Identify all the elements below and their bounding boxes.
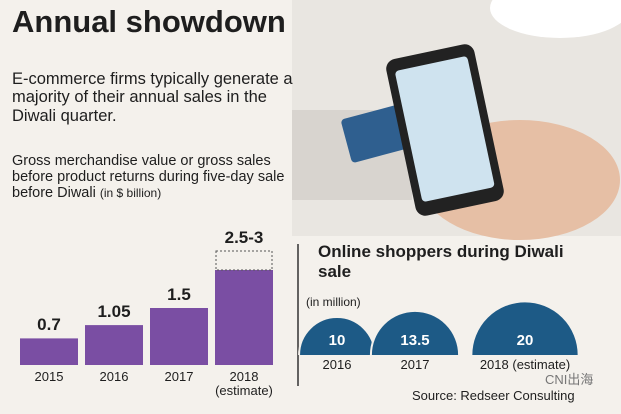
x-tick-label: 2016 — [322, 357, 352, 372]
value-label: 2.5-3 — [224, 228, 264, 247]
x-tick-label: 2015 — [34, 369, 64, 384]
unit: (in $ billion) — [99, 185, 162, 200]
source: Source: Redseer Consulting — [412, 388, 575, 403]
x-tick-label: 2018 (estimate) — [215, 369, 273, 399]
chart-title: Gross merchandise value or gross sales b… — [12, 153, 297, 202]
value-label: 13.5 — [400, 332, 430, 349]
bar — [20, 338, 78, 365]
bubble — [470, 300, 580, 355]
bubble — [369, 309, 461, 355]
description: E-commerce firms typically generate a ma… — [12, 70, 293, 125]
value-label: 20 — [516, 332, 534, 349]
value-label: 10 — [328, 332, 346, 349]
bar — [215, 270, 273, 365]
x-tick-label: 2017 — [400, 357, 430, 372]
chart-title: Online shoppers during Diwali sale — [318, 242, 564, 281]
x-tick-label: 2016 — [99, 369, 129, 384]
value-label: 0.7 — [37, 315, 61, 335]
x-tick-label: 2018 (estimate) — [479, 357, 571, 372]
photo-screen — [395, 56, 495, 202]
bar-range — [215, 250, 273, 271]
unit: (in million) — [306, 295, 361, 309]
bubble — [298, 316, 376, 355]
value-label: 1.05 — [97, 302, 131, 322]
photo-cup — [490, 0, 621, 38]
watermark: CNI出海 — [545, 372, 594, 387]
value-label: 1.5 — [167, 285, 191, 304]
bar — [85, 325, 143, 365]
x-tick-label: 2017 — [164, 369, 194, 384]
chart-title-text: Gross merchandise value or gross sales b… — [12, 153, 285, 201]
title: Annual showdown — [12, 4, 286, 39]
bar — [150, 308, 208, 365]
